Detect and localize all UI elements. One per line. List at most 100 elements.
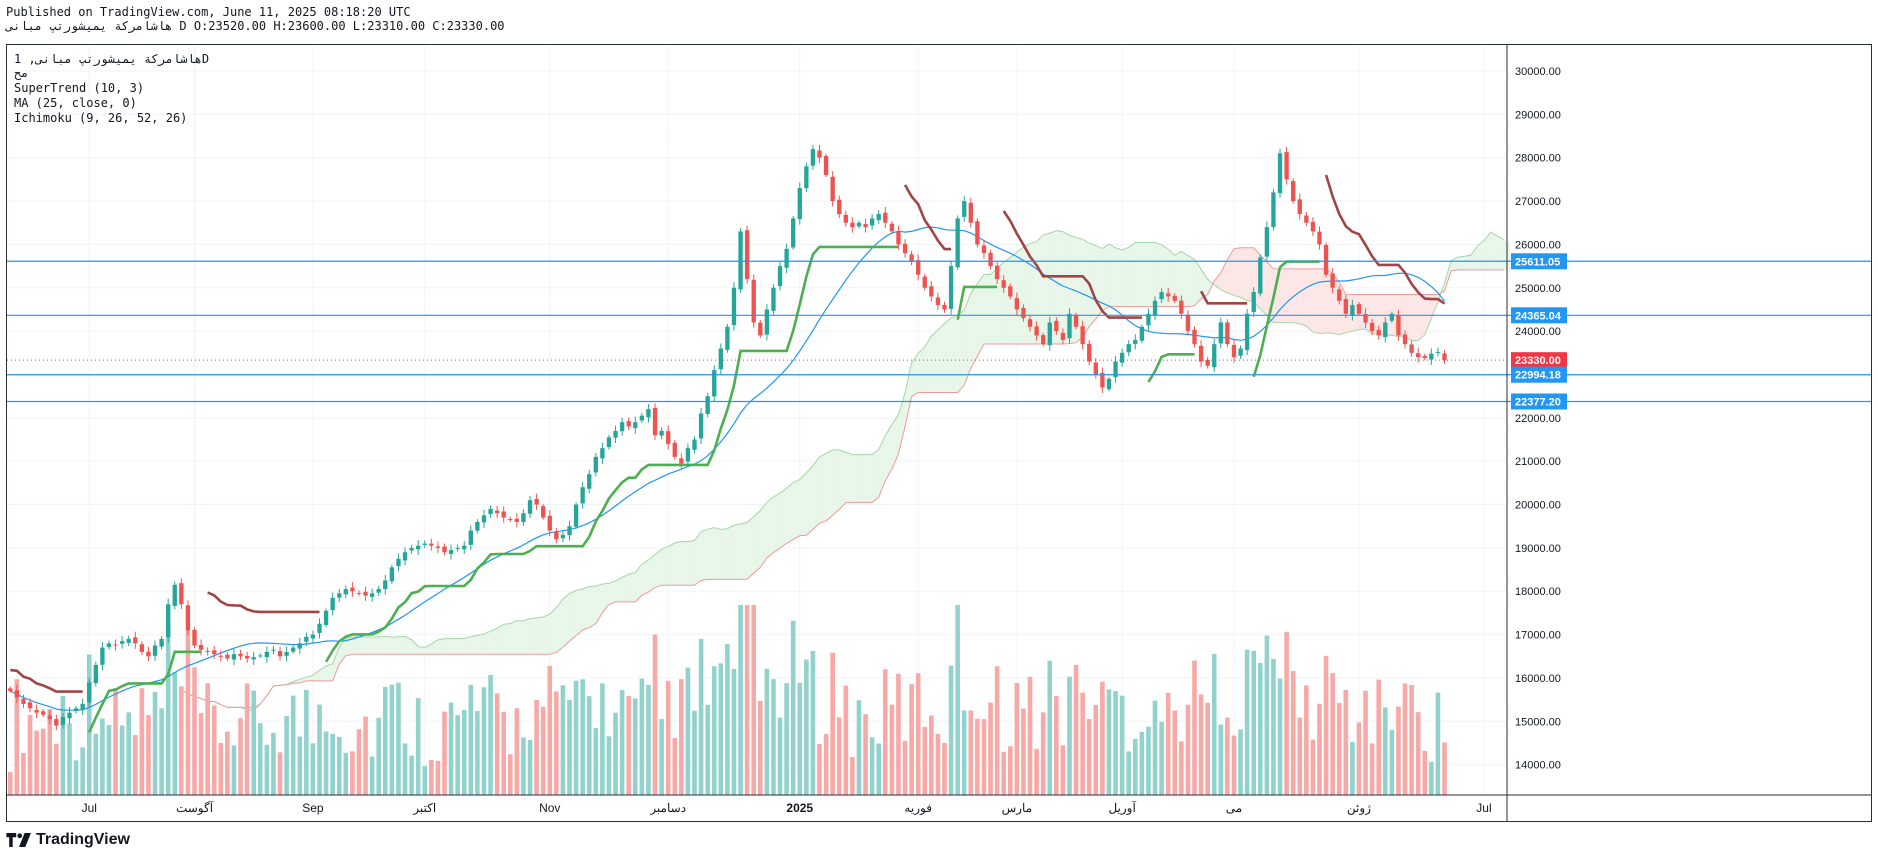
ichimoku-cloud-segment <box>990 268 998 345</box>
ichimoku-cloud-segment <box>1168 249 1175 307</box>
candle-body <box>1435 351 1441 353</box>
candle-body <box>751 279 756 323</box>
ichimoku-cloud-segment <box>865 454 873 503</box>
volume-bar <box>165 622 171 795</box>
volume-bar <box>1139 731 1145 795</box>
chart-frame[interactable]: 14000.00 15000.00 16000.00 17000.00 18000.00… <box>6 44 1872 822</box>
ichimoku-cloud-segment <box>832 449 840 516</box>
tradingview-logo-text: TradingView <box>36 831 130 848</box>
y-tick-label: 19000.00 <box>1515 543 1561 555</box>
candle-body <box>1389 313 1395 321</box>
volume-bar <box>698 638 704 795</box>
ichimoku-cloud-segment <box>918 347 925 393</box>
volume-bar <box>402 743 408 795</box>
volume-bar <box>1336 702 1342 795</box>
candle-body <box>1133 339 1138 344</box>
ichimoku-cloud-segment <box>589 586 596 628</box>
ichimoku-cloud-segment <box>891 414 899 470</box>
volume-bar <box>159 708 164 795</box>
volume-bar <box>955 605 960 795</box>
candle-body <box>198 645 204 650</box>
candle-body <box>1159 292 1164 300</box>
candle-body <box>1034 326 1039 336</box>
volume-bar <box>442 711 447 795</box>
candle-body <box>541 506 546 518</box>
candle-body <box>27 702 33 709</box>
ichimoku-cloud-segment <box>391 636 399 655</box>
volume-bar <box>994 666 1000 795</box>
volume-bar <box>1409 685 1414 795</box>
price-label-box <box>1511 352 1567 369</box>
ichimoku-cloud-segment <box>319 666 327 681</box>
volume-bar <box>1047 660 1053 795</box>
candle-body <box>264 651 270 658</box>
x-tick-label: اکتبر <box>412 801 436 815</box>
volume-bar <box>488 674 493 795</box>
volume-bar <box>225 731 230 795</box>
volume-bar <box>580 679 585 795</box>
candle-body <box>343 589 348 595</box>
supertrend-line <box>956 285 998 320</box>
candle-body <box>1073 314 1079 327</box>
ichimoku-cloud-segment <box>365 637 373 655</box>
candle-body <box>501 511 506 518</box>
ichimoku-cloud-segment <box>668 543 675 586</box>
candle-body <box>1080 326 1085 345</box>
candle-body <box>1100 372 1105 388</box>
candle-body <box>1409 344 1414 353</box>
ichimoku-cloud-segment <box>1122 247 1129 307</box>
volume-bar <box>507 754 513 795</box>
candle-body <box>810 149 816 166</box>
candle-body <box>606 437 612 448</box>
volume-bar <box>1369 743 1375 795</box>
candle-body <box>527 500 533 514</box>
volume-bar <box>1389 729 1395 795</box>
supertrend-line <box>324 245 899 663</box>
candle-body <box>521 513 526 523</box>
volume-bar <box>297 736 303 795</box>
volume-bar <box>290 695 296 795</box>
ichimoku-cloud-segment <box>602 583 609 613</box>
price-label-box <box>1511 393 1567 410</box>
ichimoku-cloud-segment <box>1102 244 1109 311</box>
price-label-box <box>1511 253 1567 270</box>
candle-body <box>1067 313 1072 339</box>
volume-bar <box>192 667 197 795</box>
ichimoku-cloud-segment <box>747 516 754 580</box>
tradingview-logo[interactable]: TradingView <box>6 830 130 850</box>
candle-body <box>837 199 842 215</box>
volume-bar <box>915 673 921 795</box>
ichimoku-cloud-segment <box>839 449 846 510</box>
volume-bar <box>1297 717 1303 795</box>
legend-supertrend[interactable]: SuperTrend (10, 3) <box>14 81 145 95</box>
volume-bar <box>1093 704 1099 795</box>
volume-bar <box>823 734 829 795</box>
volume-bar <box>961 710 967 795</box>
candle-body <box>93 664 98 684</box>
candle-body <box>843 214 848 223</box>
volume-bar <box>850 757 855 795</box>
volume-bar <box>606 736 612 795</box>
ichimoku-cloud-segment <box>812 456 820 530</box>
candle-body <box>1350 305 1355 316</box>
candle-body <box>14 690 20 698</box>
y-tick-label: 29000.00 <box>1515 109 1561 121</box>
candle-body <box>185 605 191 631</box>
ichimoku-cloud-segment <box>1451 257 1458 271</box>
y-tick-label: 22000.00 <box>1515 413 1561 425</box>
candle-body <box>356 592 362 594</box>
volume-bar <box>889 704 895 795</box>
volume-bar <box>146 715 151 795</box>
legend-ichimoku[interactable]: Ichimoku (9, 26, 52, 26) <box>14 111 188 125</box>
legend-ma[interactable]: MA (25, close, 0) <box>14 96 137 110</box>
volume-bar <box>330 733 335 795</box>
volume-bar <box>429 759 434 795</box>
price-label: 22994.18 <box>1515 370 1561 382</box>
candle-body <box>659 430 664 436</box>
candle-body <box>1027 319 1033 327</box>
ichimoku-cloud-segment <box>1293 268 1300 324</box>
price-chart[interactable]: 14000.00 15000.00 16000.00 17000.00 18000.00… <box>7 45 1871 821</box>
ichimoku-cloud-segment <box>1220 259 1228 294</box>
volume-bar <box>461 710 467 795</box>
candle-body <box>396 558 401 567</box>
